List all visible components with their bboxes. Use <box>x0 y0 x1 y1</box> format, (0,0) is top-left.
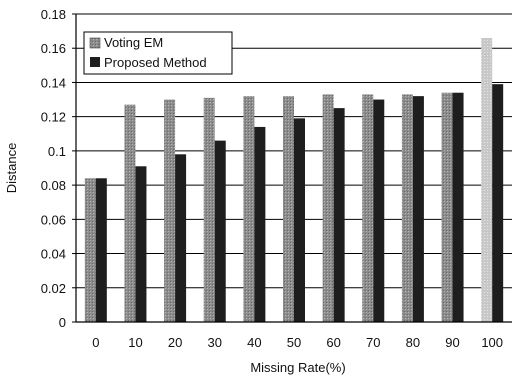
x-tick-label: 70 <box>366 335 380 350</box>
y-tick-label: 0.08 <box>41 178 66 193</box>
bar-proposed-method-70 <box>373 99 385 322</box>
x-tick-label: 30 <box>207 335 221 350</box>
legend-label-proposed-method: Proposed Method <box>104 55 207 70</box>
bar-proposed-method-100 <box>492 84 504 323</box>
y-tick-label: 0.02 <box>41 281 66 296</box>
x-axis-title: Missing Rate(%) <box>250 360 345 375</box>
axes <box>72 13 512 323</box>
x-tick-label: 80 <box>406 335 420 350</box>
y-tick-labels: 0 0.02 0.04 0.06 0.08 0.1 0.12 0.14 0.16 0.18 <box>41 7 66 330</box>
x-tick-label: 60 <box>326 335 340 350</box>
bar-proposed-method-50 <box>294 118 305 322</box>
x-tick-labels: 0 10 20 30 40 50 60 70 80 90 100 <box>92 335 503 350</box>
y-tick-label: 0.04 <box>41 247 66 262</box>
bar-voting-em-10 <box>124 104 136 322</box>
legend-swatch-proposed-method <box>90 57 100 67</box>
y-tick-label: 0.1 <box>48 144 66 159</box>
x-tick-label: 90 <box>445 335 459 350</box>
bar-proposed-method-10 <box>135 166 147 322</box>
bars-group <box>84 37 504 323</box>
legend-box <box>83 31 233 75</box>
legend: Voting EM Proposed Method <box>83 31 233 75</box>
bar-voting-em-90 <box>441 92 453 322</box>
y-tick-label: 0 <box>59 315 66 330</box>
bar-voting-em-100 <box>481 37 493 322</box>
x-tick-label: 50 <box>287 335 301 350</box>
x-tick-label: 10 <box>128 335 142 350</box>
bar-voting-em-60 <box>322 94 334 322</box>
bar-proposed-method-40 <box>254 126 266 322</box>
x-tick-label: 20 <box>168 335 182 350</box>
bar-voting-em-20 <box>164 99 176 322</box>
bar-voting-em-0 <box>84 178 96 322</box>
legend-label-voting-em: Voting EM <box>104 35 163 50</box>
bar-proposed-method-60 <box>333 108 345 322</box>
y-axis-title: Distance <box>4 143 19 194</box>
y-tick-label: 0.14 <box>41 75 66 90</box>
bar-proposed-method-0 <box>95 178 107 322</box>
x-tick-label: 40 <box>247 335 261 350</box>
bar-voting-em-80 <box>401 94 413 322</box>
x-tick-label: 0 <box>92 335 99 350</box>
bar-voting-em-50 <box>283 96 294 322</box>
y-tick-label: 0.06 <box>41 212 66 227</box>
y-tick-label: 0.18 <box>41 7 66 22</box>
bar-voting-em-30 <box>203 97 215 322</box>
bar-proposed-method-80 <box>412 96 424 322</box>
x-tick-label: 100 <box>481 335 503 350</box>
bar-voting-em-40 <box>243 96 255 322</box>
bar-proposed-method-20 <box>175 154 187 322</box>
y-tick-label: 0.12 <box>41 110 66 125</box>
bar-voting-em-70 <box>362 94 374 322</box>
y-tick-label: 0.16 <box>41 41 66 56</box>
bar-proposed-method-90 <box>452 92 464 322</box>
bar-proposed-method-30 <box>214 140 226 322</box>
legend-swatch-voting-em <box>89 37 101 49</box>
